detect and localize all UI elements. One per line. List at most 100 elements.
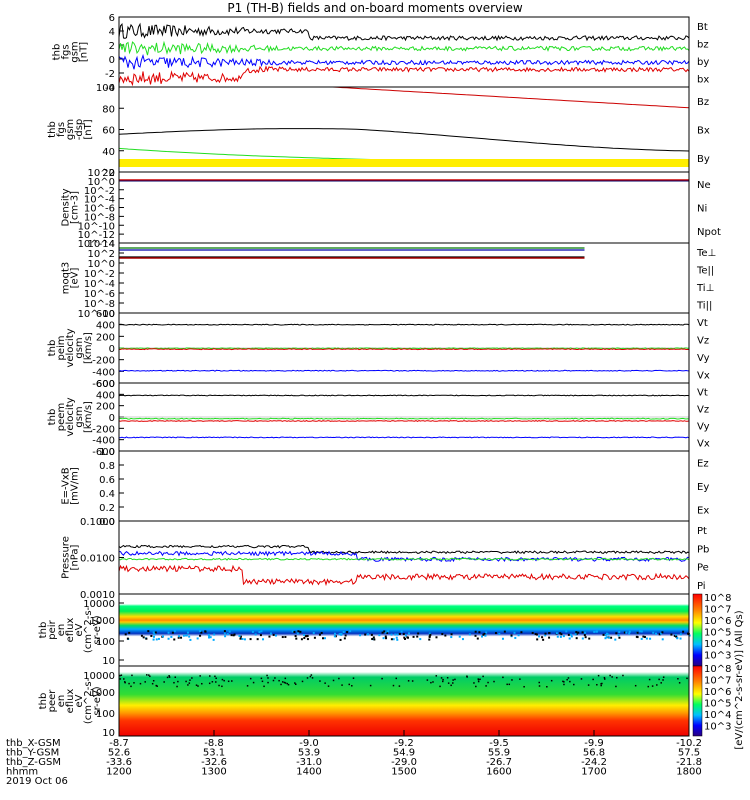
electron-speck bbox=[267, 677, 269, 679]
y-tick-label: 0.1000 bbox=[80, 517, 115, 528]
x-tick-label: 56.8 bbox=[583, 748, 605, 759]
panel-4: moqt3[eV] bbox=[61, 242, 124, 314]
electron-speck bbox=[603, 678, 606, 680]
ion-speck bbox=[404, 637, 407, 640]
electron-speck bbox=[260, 677, 263, 680]
electron-speck bbox=[479, 678, 481, 681]
ion-speck bbox=[223, 632, 226, 635]
electron-speck bbox=[119, 674, 121, 677]
colorbar-electrons bbox=[692, 665, 703, 737]
ion-speck bbox=[567, 633, 570, 636]
ion-speck bbox=[199, 630, 202, 633]
y-tick-label: 10^-4 bbox=[84, 195, 115, 206]
electron-speck bbox=[477, 678, 480, 681]
electron-speck bbox=[130, 685, 132, 688]
ion-speck bbox=[412, 635, 415, 638]
y-tick-label: 10^-6 bbox=[84, 289, 115, 300]
ion-speck bbox=[560, 633, 563, 636]
legend-entry: Te|| bbox=[696, 265, 714, 276]
ion-speck bbox=[284, 635, 287, 638]
ion-speck bbox=[157, 637, 160, 640]
ion-speck bbox=[548, 632, 551, 635]
colorbar-tick: 10^4 bbox=[704, 710, 731, 721]
x-tick-label: -33.6 bbox=[106, 757, 132, 768]
x-tick-label: -29.0 bbox=[391, 757, 417, 768]
electron-speck bbox=[596, 683, 598, 686]
electron-speck bbox=[176, 685, 178, 688]
chart-title: P1 (TH-B) fields and on-board moments ov… bbox=[227, 1, 523, 15]
ion-speck bbox=[676, 637, 679, 640]
series-Bz bbox=[332, 86, 690, 109]
series-Pt bbox=[118, 544, 690, 555]
ion-speck bbox=[359, 634, 362, 637]
y-tick-label: 10000 bbox=[83, 599, 115, 610]
ion-speck bbox=[682, 630, 685, 633]
ion-speck bbox=[200, 631, 203, 634]
electron-speck bbox=[208, 682, 211, 685]
ion-speck bbox=[538, 635, 541, 638]
ion-speck bbox=[230, 634, 233, 637]
ion-speck bbox=[398, 632, 401, 635]
electron-speck bbox=[523, 685, 525, 688]
y-tick-label: 10^-10 bbox=[78, 221, 115, 232]
electron-speck bbox=[151, 682, 154, 685]
ion-speck bbox=[673, 634, 676, 637]
colorbar-tick: 10^7 bbox=[704, 676, 731, 687]
colorbar-tick: 10^4 bbox=[704, 639, 731, 650]
ion-speck bbox=[386, 631, 389, 634]
ion-speck bbox=[392, 638, 395, 641]
series-Vy bbox=[118, 417, 690, 420]
y-tick-label: 10^4 bbox=[88, 239, 115, 250]
y-label-line: peer bbox=[47, 689, 58, 713]
electron-speck bbox=[597, 674, 600, 677]
x-tick-label: 54.9 bbox=[393, 748, 415, 759]
ion-speck bbox=[344, 634, 347, 637]
y-tick-label: -400 bbox=[92, 436, 115, 447]
electron-speck bbox=[280, 683, 282, 686]
ion-speck bbox=[417, 632, 420, 635]
electron-speck bbox=[348, 683, 350, 686]
ion-speck bbox=[296, 632, 299, 635]
ion-speck bbox=[407, 632, 410, 635]
colorbar-tick: 10^5 bbox=[704, 699, 731, 710]
y-label-line: (cm^2-s- bbox=[83, 606, 94, 653]
electron-speck bbox=[426, 679, 429, 681]
electron-speck bbox=[622, 674, 624, 677]
y-tick-label: 10^2 bbox=[88, 249, 115, 260]
electron-speck bbox=[351, 685, 353, 687]
ion-speck bbox=[593, 630, 596, 633]
y-tick-label: -600 bbox=[92, 379, 115, 390]
legend-entry: Vz bbox=[697, 335, 709, 346]
ion-speck bbox=[152, 635, 155, 638]
ion-speck bbox=[238, 634, 241, 637]
y-tick-label: 400 bbox=[96, 390, 115, 401]
ion-speck bbox=[675, 635, 678, 638]
ion-speck bbox=[189, 638, 192, 641]
ion-speck bbox=[636, 636, 639, 639]
colorbar-tick: 10^5 bbox=[704, 628, 731, 639]
series-bz bbox=[118, 65, 690, 87]
ion-speck bbox=[333, 632, 336, 635]
electron-speck bbox=[199, 675, 201, 677]
ion-speck bbox=[494, 632, 497, 635]
electron-speck bbox=[148, 674, 150, 676]
ion-speck bbox=[679, 637, 682, 640]
ion-speck bbox=[535, 633, 538, 636]
y-tick-label: 600 bbox=[96, 309, 115, 320]
y-label-line: (cm^2-s- bbox=[83, 677, 94, 724]
electron-speck bbox=[215, 677, 217, 680]
legend-entry: Ne bbox=[697, 180, 711, 191]
ion-speck bbox=[173, 630, 176, 633]
ion-speck bbox=[186, 631, 189, 634]
electron-speck bbox=[473, 682, 475, 684]
electron-speck bbox=[447, 682, 450, 684]
electron-speck bbox=[381, 677, 383, 680]
ion-speck bbox=[390, 633, 393, 636]
series-Bx bbox=[118, 128, 690, 152]
electron-speck bbox=[146, 674, 148, 676]
ion-speck bbox=[583, 634, 586, 637]
x-tick-label: 1400 bbox=[296, 767, 321, 778]
y-tick-label: 4 bbox=[109, 27, 115, 38]
